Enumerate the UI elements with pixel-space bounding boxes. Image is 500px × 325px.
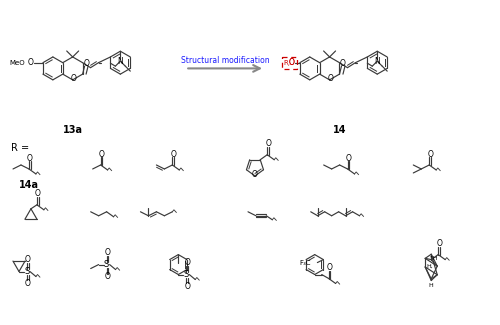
Text: O: O — [83, 59, 89, 68]
Text: O: O — [170, 150, 176, 159]
Text: O: O — [436, 239, 442, 248]
Text: O: O — [252, 170, 258, 179]
Text: O: O — [265, 139, 271, 148]
Text: O: O — [289, 58, 295, 67]
Text: O: O — [340, 59, 346, 68]
Text: O: O — [98, 150, 104, 159]
Text: N: N — [374, 57, 380, 66]
Text: N: N — [118, 57, 123, 66]
Text: 13a: 13a — [63, 125, 83, 135]
Text: H,: H, — [426, 264, 432, 269]
Text: 14a: 14a — [19, 180, 39, 190]
Text: R =: R = — [11, 143, 29, 153]
Text: O: O — [328, 74, 334, 83]
Text: O: O — [184, 258, 190, 267]
Text: S: S — [24, 267, 29, 276]
Text: O: O — [346, 153, 352, 162]
Text: O: O — [104, 272, 110, 281]
Text: 14: 14 — [333, 125, 346, 135]
Text: O: O — [25, 279, 31, 288]
Text: O: O — [25, 255, 31, 264]
Text: O: O — [104, 248, 110, 257]
Text: ''H: ''H — [429, 256, 438, 261]
Text: MeO: MeO — [10, 60, 25, 66]
Text: O: O — [27, 153, 33, 162]
Text: O: O — [427, 150, 433, 159]
Text: O: O — [28, 58, 34, 67]
Text: O: O — [184, 282, 190, 291]
Text: S: S — [184, 270, 189, 279]
Text: O: O — [70, 74, 76, 83]
Text: H: H — [429, 283, 434, 288]
Text: O: O — [326, 263, 332, 272]
Text: R,: R, — [283, 60, 290, 66]
Text: Structural modification: Structural modification — [181, 56, 270, 65]
Text: S: S — [104, 260, 109, 269]
Text: F₃C: F₃C — [299, 260, 310, 266]
Text: O: O — [289, 58, 295, 67]
Text: O: O — [35, 189, 40, 198]
